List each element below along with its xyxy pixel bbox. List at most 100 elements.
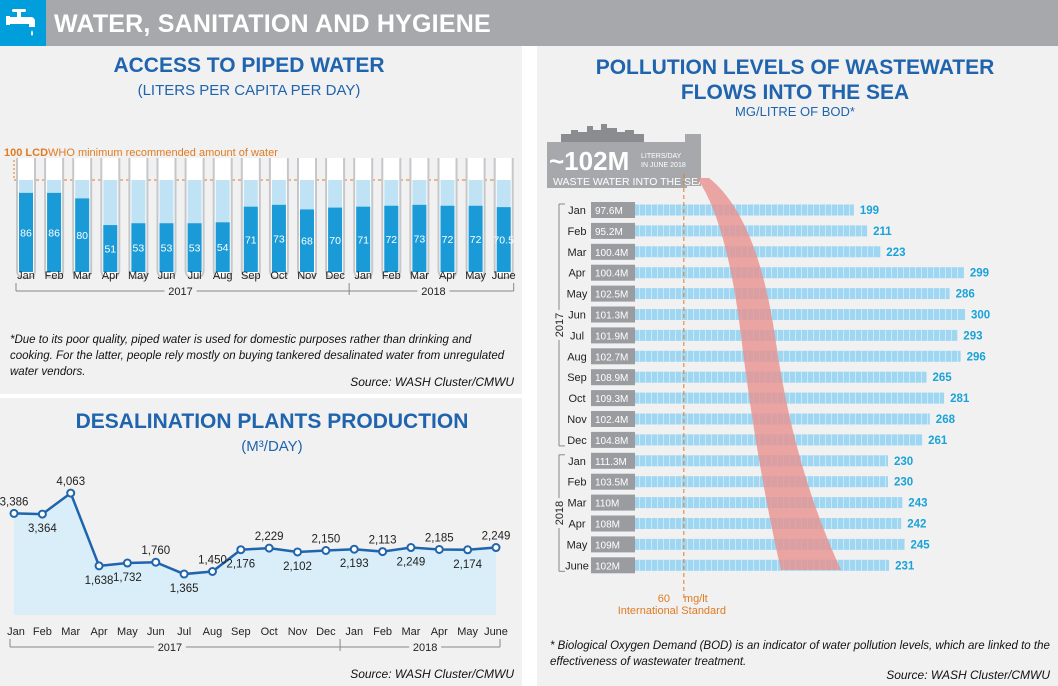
bar-stripe [735,350,736,362]
tube-fill [243,206,258,272]
bar-stripe [669,392,670,404]
tube-fill [412,204,427,272]
bar-stripe [885,329,886,341]
bar-stripe [753,204,754,216]
bar-stripe [765,246,766,258]
bar-stripe [795,350,796,362]
bar-stripe [909,371,910,383]
bar-stripe [753,225,754,237]
bar-stripe [657,225,658,237]
bar-stripe [645,455,646,467]
pollution-bar-4 [635,267,964,279]
x-tick-label: Nov [297,270,317,282]
bar-stripe [771,246,772,258]
bar-stripe [807,204,808,216]
x-tick-label: Oct [270,270,287,282]
bar-stripe [915,434,916,446]
bar-stripe [813,309,814,320]
bar-stripe [711,434,712,446]
tube-bar-9: 71 [240,158,261,280]
callout-label: WASTE WATER INTO THE SEA [553,176,705,188]
bar-stripe [717,350,718,362]
bar-stripe [885,267,886,279]
bar-stripe [681,329,682,341]
bar-stripe [813,371,814,383]
bar-stripe [675,413,676,425]
bar-stripe [831,350,832,362]
bar-stripe [747,497,748,509]
bar-stripe [789,267,790,279]
bar-stripe [723,559,724,571]
water-tap-icon [6,9,35,36]
bar-stripe [789,309,790,320]
bar-stripe [849,225,850,237]
bar-stripe [657,455,658,467]
bar-stripe [819,246,820,258]
volume-label: 102M [595,561,620,572]
bar-stripe [879,329,880,341]
pollution-title-line2: FLOWS INTO THE SEA [680,81,910,104]
tube-value-label: 71 [245,234,257,246]
bar-stripe [645,225,646,237]
bar-stripe [867,538,868,550]
desal-value-label: 2,102 [283,561,312,573]
wastewater-callout: ~102M LITERS/DAY IN JUNE 2018 WASTE WATER I… [547,134,705,188]
month-label: May [567,539,588,551]
bar-stripe [891,329,892,341]
bar-stripe [819,455,820,467]
pollution-bar-5 [635,288,950,300]
desal-value-label: 2,150 [311,534,340,546]
bar-stripe [705,329,706,341]
bar-stripe [807,329,808,341]
tube-bar-1: 86 [16,158,36,280]
bar-stripe [843,518,844,529]
year-label: 2017 [158,642,182,654]
bar-stripe [687,350,688,362]
bar-stripe [669,204,670,216]
bar-stripe [783,267,784,279]
bar-stripe [873,246,874,258]
bar-stripe [723,434,724,446]
x-tick-label: Jul [188,270,202,282]
bar-stripe [693,455,694,467]
bar-stripe [813,267,814,279]
bod-value-label: 211 [873,226,892,238]
bar-stripe [639,455,640,467]
bar-stripe [729,476,730,488]
bar-stripe [801,288,802,300]
bar-stripe [831,518,832,529]
bar-stripe [759,225,760,237]
tube-bar-16: 72 [437,158,458,280]
bar-stripe [771,288,772,300]
bar-stripe [729,559,730,571]
bar-stripe [729,371,730,383]
bar-stripe [675,246,676,258]
access-title: ACCESS TO PIPED WATER [113,54,385,77]
bar-stripe [693,413,694,425]
bar-stripe [639,497,640,509]
bar-stripe [693,559,694,571]
bar-stripe [645,350,646,362]
bar-stripe [645,246,646,258]
bar-stripe [705,350,706,362]
volume-label: 108M [595,520,620,531]
bar-stripe [705,246,706,258]
month-label: Mar [568,247,587,259]
access-subtitle: (LITERS PER CAPITA PER DAY) [137,82,361,99]
bar-stripe [639,204,640,216]
bar-stripe [663,246,664,258]
bar-stripe [795,371,796,383]
bar-stripe [693,309,694,320]
bar-stripe [735,309,736,320]
x-tick-label: May [465,270,486,282]
bar-stripe [855,518,856,529]
bar-stripe [867,476,868,488]
bar-stripe [651,309,652,320]
tube-bar-3: 80 [72,158,93,280]
x-tick-label: June [492,270,516,282]
bar-stripe [957,350,958,362]
bar-stripe [861,288,862,300]
bar-stripe [717,288,718,300]
access-chart: 100 LCD WHO minimum recommended amount of… [4,147,516,298]
bar-stripe [663,225,664,237]
